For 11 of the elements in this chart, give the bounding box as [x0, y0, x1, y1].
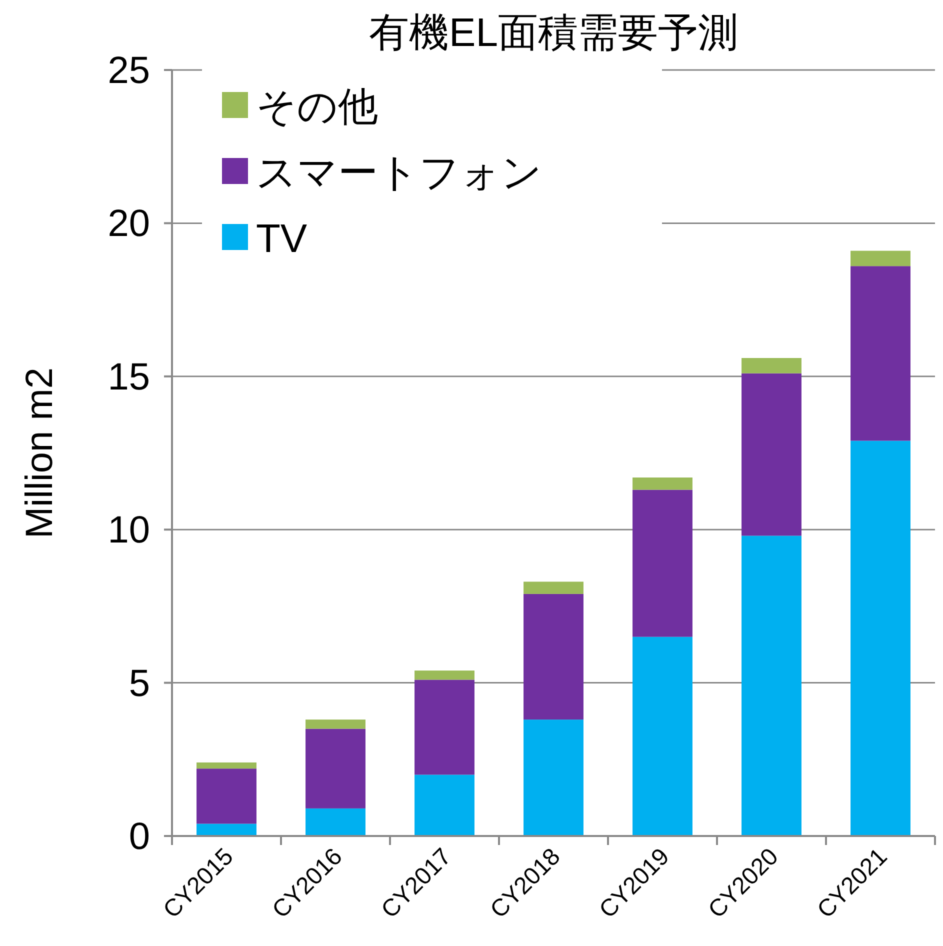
legend-label: TV	[256, 217, 308, 261]
y-tick-label: 5	[128, 662, 150, 705]
y-tick-label: 20	[108, 203, 150, 246]
y-tick-label: 0	[128, 816, 150, 858]
legend-label: その他	[256, 85, 378, 129]
y-axis-title: Million m2	[19, 367, 61, 539]
chart-title: 有機EL面積需要予測	[369, 11, 738, 55]
y-tick-label: 15	[108, 356, 150, 398]
y-tick-label: 10	[108, 510, 150, 552]
y-tick-label: 25	[108, 50, 150, 92]
legend-label: スマートフォン	[256, 151, 542, 195]
